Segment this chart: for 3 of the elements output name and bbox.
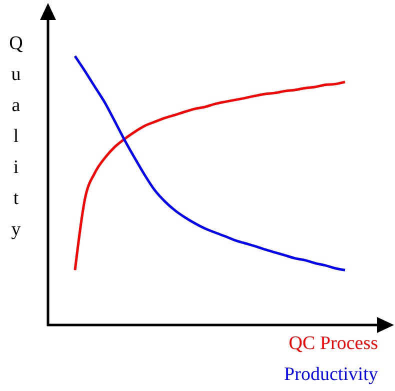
y-axis-title: Quality bbox=[8, 32, 24, 242]
text: QC Process bbox=[288, 332, 378, 356]
text: Productivity bbox=[284, 363, 378, 387]
